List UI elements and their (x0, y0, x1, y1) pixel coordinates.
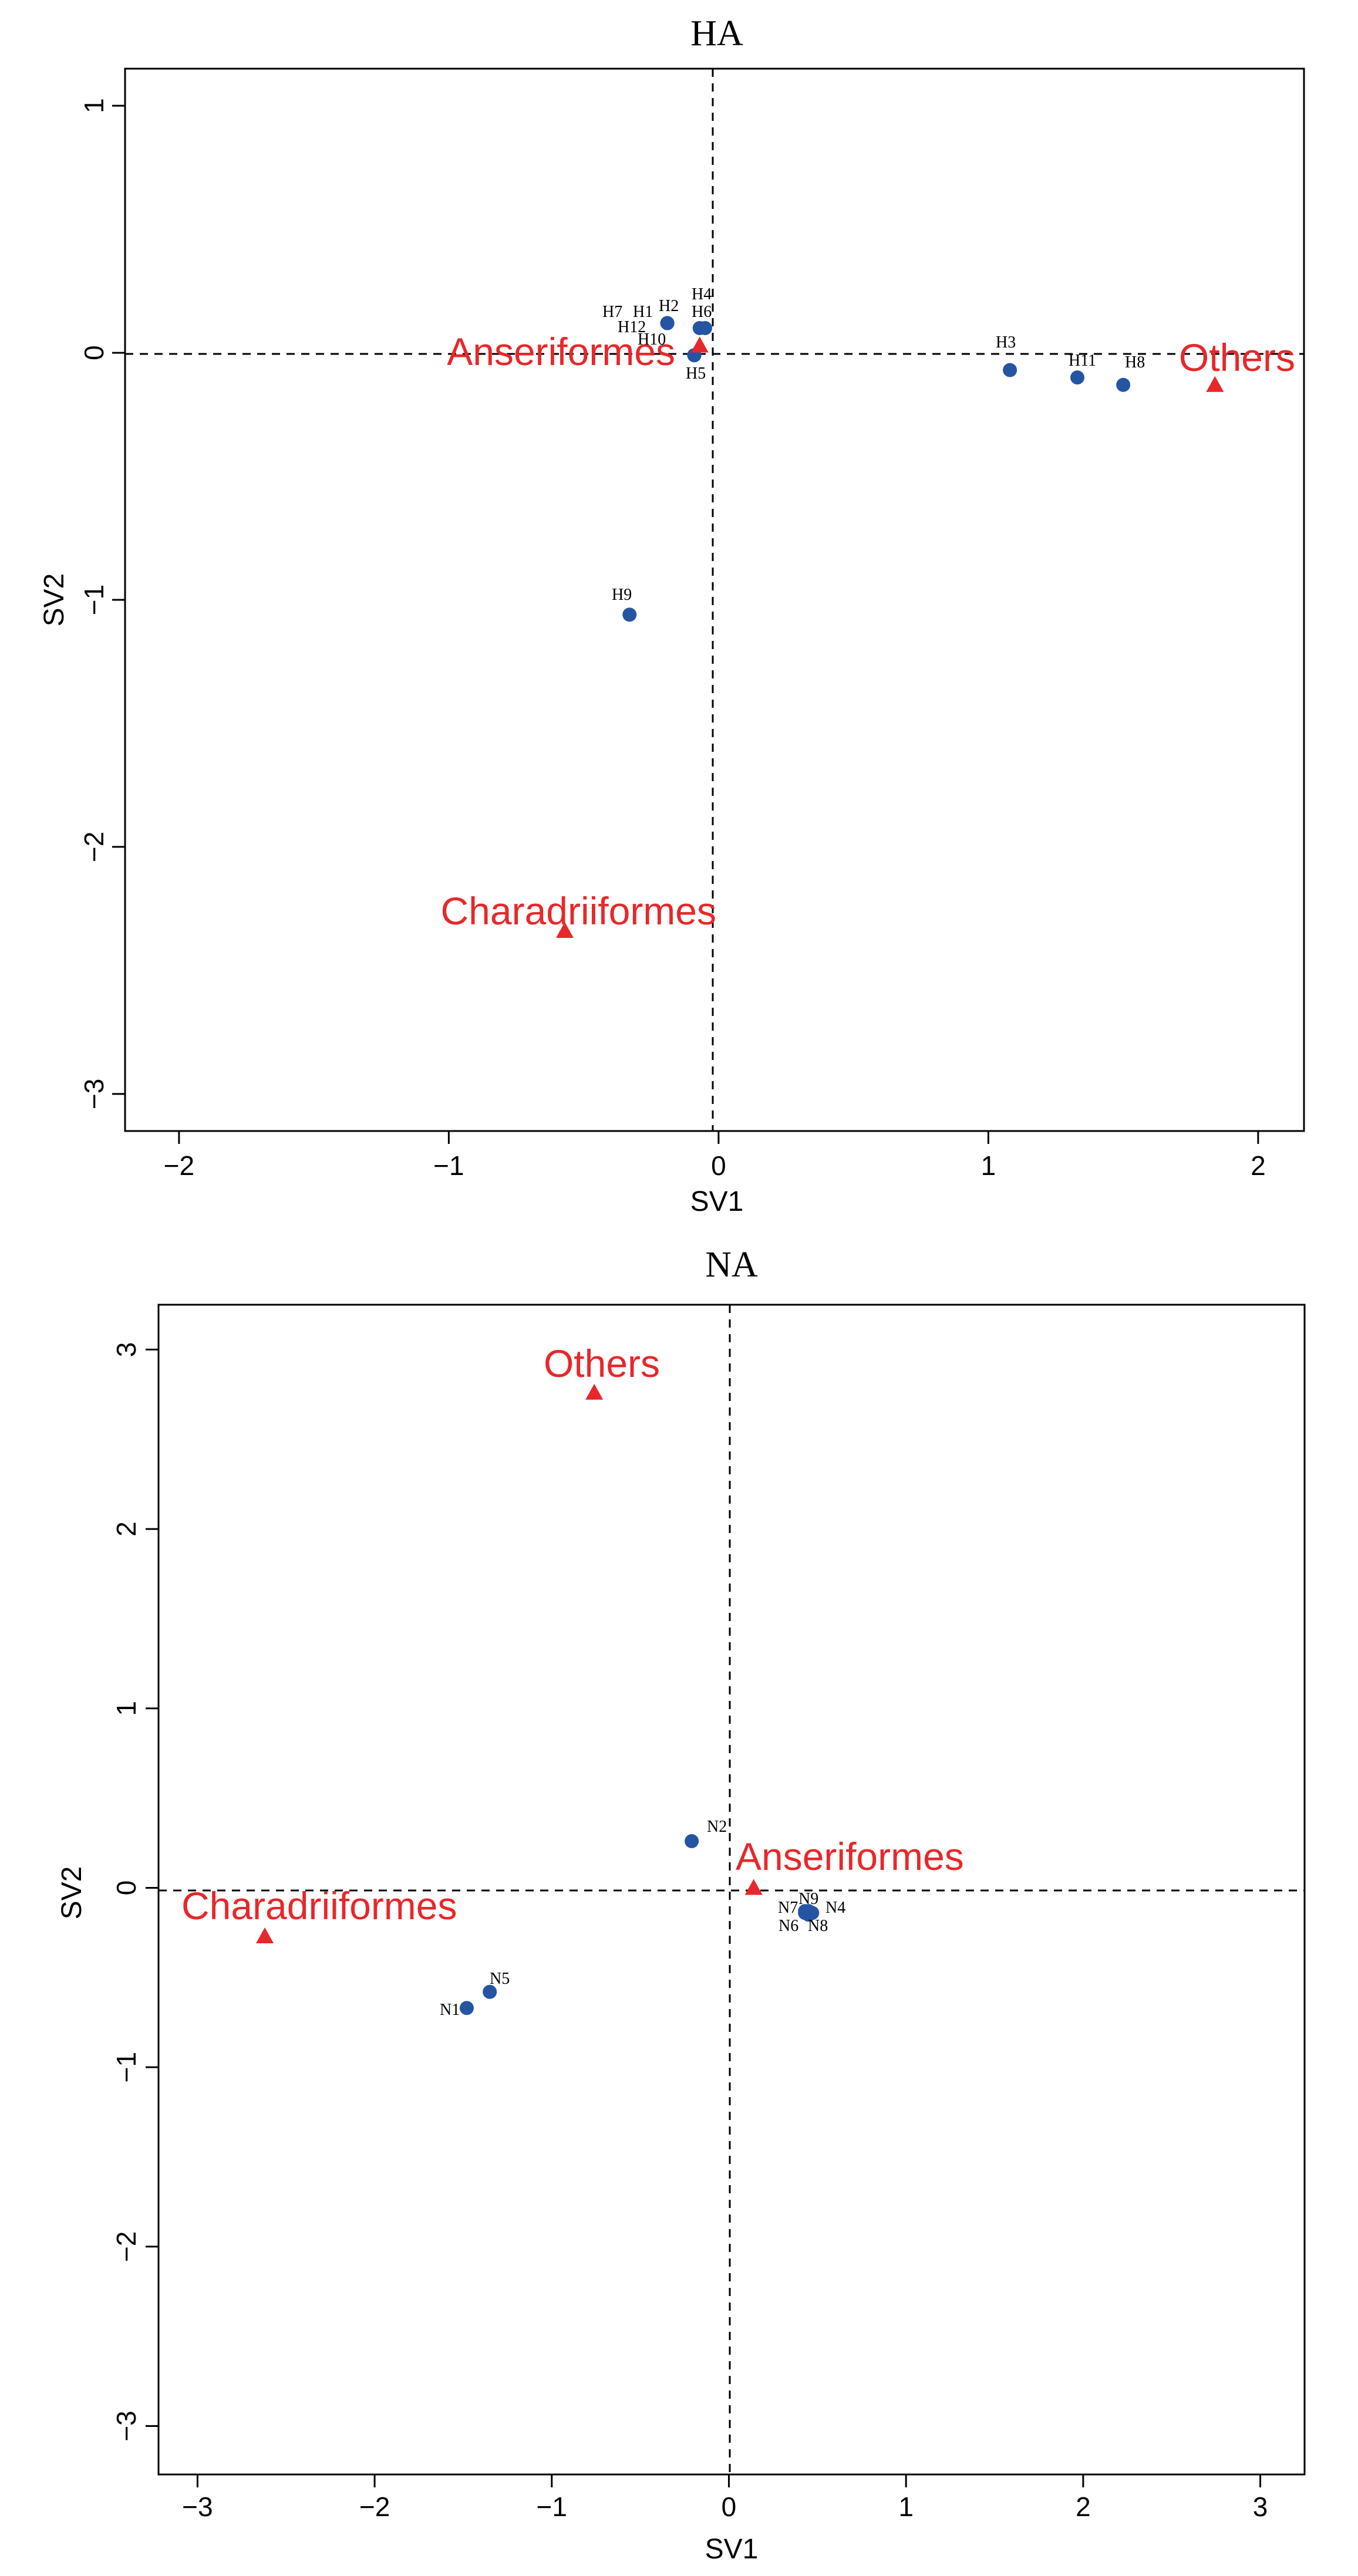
ha-panel: HA −2 −1 0 1 2 −3−2−101 SV1 SV2 H7 H1H12H2H4H… (39, 13, 1305, 1217)
point-label: N9 (798, 1890, 818, 1908)
group-marker (1206, 376, 1224, 392)
x-tick-label: 2 (1251, 1150, 1266, 1181)
data-point (801, 1907, 816, 1922)
data-point (660, 316, 675, 330)
point-label: H5 (686, 364, 706, 383)
group-label: Anseriformes (736, 1835, 964, 1878)
x-tick-label: 1 (898, 2491, 914, 2522)
point-label: N4 (825, 1899, 845, 1917)
group-marker (555, 922, 574, 938)
group-label: Others (1179, 336, 1295, 379)
group-label: Others (544, 1342, 660, 1385)
plot-frame (124, 67, 1305, 1132)
x-tick-label: −1 (537, 2491, 567, 2522)
group-marker (744, 1879, 763, 1895)
y-tick-label: −3 (111, 2410, 141, 2441)
x-axis-label: SV1 (705, 2534, 759, 2565)
data-point (685, 1834, 699, 1848)
y-tick-label: −3 (79, 1079, 109, 1109)
data-point (1003, 363, 1017, 377)
point-label: H2 (659, 297, 679, 315)
point-label: N6 (779, 1917, 798, 1935)
x-tick-label: 0 (722, 2491, 737, 2522)
point-label: H8 (1125, 353, 1145, 372)
data-points: N2 N7 N9 N4 N6 N8 N1 N5 (440, 1818, 845, 2019)
point-label: N5 (490, 1970, 510, 1988)
x-tick-label: 2 (1076, 2491, 1091, 2522)
data-point (1070, 370, 1085, 385)
x-axis: −3 −2 −1 0 1 2 3 (182, 2474, 1268, 2522)
y-tick-label: −1 (79, 585, 109, 615)
y-axis: −3 −2 −1 0 1 2 3 (111, 1342, 159, 2442)
x-tick-label: 3 (1253, 2491, 1268, 2522)
point-label: H7 (602, 303, 622, 321)
y-tick-label: −1 (111, 2052, 141, 2082)
point-label: N8 (808, 1917, 828, 1935)
x-tick-label: −3 (182, 2491, 213, 2522)
group-markers: Anseriformes Others Charadriiformes (441, 330, 1295, 938)
group-label: Anseriformes (447, 330, 675, 373)
y-tick-label: 0 (79, 345, 109, 360)
x-tick-label: −1 (433, 1150, 464, 1181)
data-point (459, 2001, 474, 2015)
point-label: H10 (638, 330, 666, 349)
point-label: N2 (707, 1818, 727, 1836)
group-marker (690, 336, 709, 353)
y-tick-label: 1 (111, 1701, 141, 1716)
y-tick-label: 3 (111, 1342, 141, 1358)
group-marker (256, 1927, 274, 1943)
y-tick-label: −2 (79, 832, 109, 862)
point-label: H11 (1069, 352, 1096, 370)
point-label: N7 (778, 1899, 798, 1917)
x-axis: −2 −1 0 1 2 (164, 1131, 1266, 1181)
data-point (1116, 377, 1131, 392)
y-tick-label: 2 (111, 1521, 141, 1537)
point-label: H1 (633, 303, 653, 321)
chart-title: HA (690, 13, 743, 53)
y-axis: −3 −2 −1 0 1 (79, 98, 125, 1109)
point-label: H3 (996, 333, 1016, 352)
group-label: Charadriiformes (181, 1884, 457, 1927)
data-point (697, 320, 712, 335)
x-axis-label: SV1 (690, 1186, 744, 1217)
x-tick-label: −2 (164, 1150, 194, 1181)
chart-title: NA (705, 1245, 758, 1285)
data-point (483, 1984, 497, 1999)
group-markers: Others Anseriformes Charadriiformes (181, 1342, 964, 1943)
y-tick-label: 1 (79, 98, 109, 113)
y-tick-label: 0 (111, 1880, 141, 1896)
point-label: H12 (618, 318, 646, 336)
group-label: Charadriiformes (441, 889, 716, 933)
group-marker (585, 1383, 604, 1400)
point-label: H9 (612, 586, 632, 604)
point-label: H4 (692, 285, 712, 303)
x-tick-label: 0 (711, 1150, 726, 1181)
point-label: H6 (692, 303, 712, 321)
y-axis-label: SV2 (56, 1866, 87, 1920)
x-tick-label: 1 (981, 1150, 996, 1181)
y-tick-label: −2 (111, 2231, 141, 2262)
data-point (622, 607, 637, 622)
y-axis-label: SV2 (39, 573, 70, 627)
x-tick-label: −2 (359, 2491, 390, 2522)
point-label: N1 (440, 2001, 460, 2019)
